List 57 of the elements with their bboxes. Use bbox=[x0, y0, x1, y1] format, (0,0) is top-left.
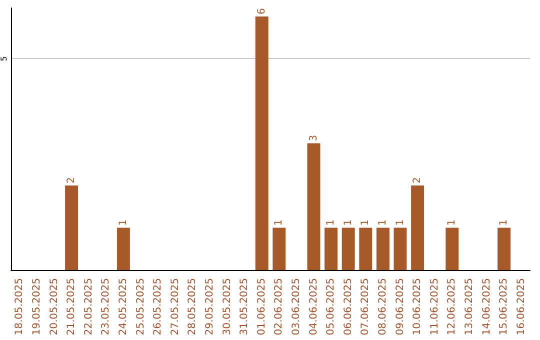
x-tick-label: 18.05.2025 bbox=[14, 278, 26, 336]
x-tick-label: 24.05.2025 bbox=[118, 278, 129, 336]
x-tick-label: 22.05.2025 bbox=[83, 278, 94, 336]
x-tick-label: 11.06.2025 bbox=[429, 278, 440, 336]
x-tick-label: 13.06.2025 bbox=[464, 278, 475, 336]
x-tick-label: 30.05.2025 bbox=[222, 278, 233, 336]
x-tick-label: 19.05.2025 bbox=[31, 278, 42, 336]
x-tick-label: 21.05.2025 bbox=[66, 278, 78, 336]
bar bbox=[116, 228, 130, 270]
x-tick-label: 07.06.2025 bbox=[360, 278, 372, 336]
data-label: 1 bbox=[498, 219, 510, 226]
x-tick-label: 15.06.2025 bbox=[498, 278, 510, 336]
data-label: 1 bbox=[326, 219, 337, 226]
x-tick-label: 05.06.2025 bbox=[326, 278, 337, 336]
x-tick-label: 20.05.2025 bbox=[48, 278, 60, 336]
bar bbox=[324, 228, 338, 270]
bar bbox=[307, 143, 320, 270]
x-tick-label: 04.06.2025 bbox=[308, 278, 320, 336]
data-label: 1 bbox=[274, 219, 285, 226]
data-label: 2 bbox=[66, 177, 78, 184]
x-tick-label: 02.06.2025 bbox=[274, 278, 285, 336]
bar bbox=[272, 228, 286, 270]
bar bbox=[411, 185, 424, 270]
data-label: 1 bbox=[342, 219, 354, 226]
x-tick-label: 03.06.2025 bbox=[290, 278, 302, 336]
x-tick-label: 09.06.2025 bbox=[394, 278, 406, 336]
data-label: 1 bbox=[377, 219, 388, 226]
bar bbox=[255, 16, 268, 270]
data-label: 2 bbox=[412, 177, 424, 184]
bar bbox=[394, 228, 407, 270]
bar bbox=[498, 228, 511, 270]
x-tick-label: 31.05.2025 bbox=[239, 278, 250, 336]
y-tick-label: 5 bbox=[0, 56, 8, 62]
x-tick-label: 01.06.2025 bbox=[256, 278, 268, 336]
x-tick-label: 28.05.2025 bbox=[187, 278, 198, 336]
data-label: 3 bbox=[308, 134, 320, 142]
bar bbox=[65, 185, 78, 270]
bar bbox=[359, 228, 372, 270]
x-tick-label: 26.05.2025 bbox=[152, 278, 164, 336]
x-tick-label: 23.05.2025 bbox=[100, 278, 112, 336]
data-label: 1 bbox=[394, 219, 406, 226]
x-tick-label: 14.06.2025 bbox=[481, 278, 492, 336]
x-tick-label: 10.06.2025 bbox=[412, 278, 424, 336]
x-tick-label: 25.05.2025 bbox=[135, 278, 146, 336]
x-tick-label: 16.06.2025 bbox=[516, 278, 527, 336]
x-tick-label: 06.06.2025 bbox=[342, 278, 354, 336]
x-tick-label: 27.05.2025 bbox=[170, 278, 181, 336]
data-label: 1 bbox=[118, 219, 129, 226]
data-label: 1 bbox=[446, 219, 458, 226]
bar bbox=[376, 228, 390, 270]
x-tick-label: 29.05.2025 bbox=[204, 278, 216, 336]
bar bbox=[446, 228, 459, 270]
x-tick-label: 12.06.2025 bbox=[446, 278, 458, 336]
x-tick-label: 08.06.2025 bbox=[377, 278, 388, 336]
bar bbox=[342, 228, 355, 270]
data-label: 6 bbox=[256, 8, 268, 14]
data-label: 1 bbox=[360, 219, 372, 226]
